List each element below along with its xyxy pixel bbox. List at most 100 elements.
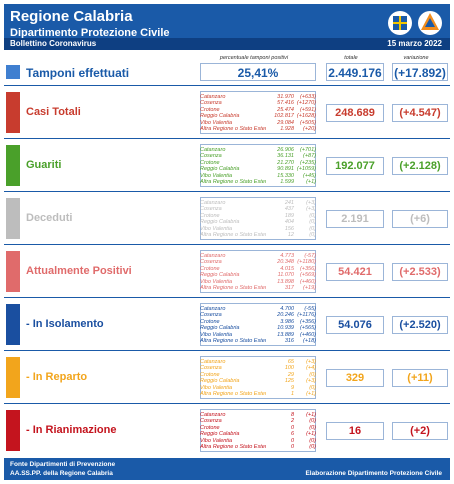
province-name: Reggio Calabria <box>200 325 240 332</box>
province-change: (0) <box>309 384 316 391</box>
province-change: (+1176) <box>297 312 316 319</box>
province-name: Crotone <box>200 212 220 219</box>
province-name: Altra Regione o Stato Estero <box>200 444 266 451</box>
province-value: 317 <box>284 285 294 292</box>
province-value: 20.348 <box>277 259 294 266</box>
bulletin-label: Bollettino Coronavirus <box>10 39 97 48</box>
province-name: Altra Regione o Stato Estero <box>200 285 266 292</box>
province-change: (+356) <box>299 265 316 272</box>
province-row: Catanzaro 26.906 (+701) <box>200 147 316 153</box>
province-change: (0) <box>309 371 316 378</box>
province-value: 2 <box>290 418 294 425</box>
province-row: Altra Regione o Stato Estero 1.928 (+20) <box>200 126 316 132</box>
province-row: Catanzaro 4.700 (-55) <box>200 306 316 312</box>
province-change: (+235) <box>299 159 316 166</box>
tamponi-variation-box <box>392 63 448 81</box>
province-name: Cosenza <box>200 259 222 266</box>
province-row: Cosenza 57.416 (+1270) <box>200 100 316 106</box>
province-change: (+1) <box>306 391 316 398</box>
province-value: 0 <box>290 424 294 431</box>
province-value: 437 <box>284 206 294 213</box>
province-row: Vibo Valentia 9 (0) <box>200 385 316 391</box>
in-rianimazione-detail-box <box>200 409 316 452</box>
province-name: Catanzaro <box>200 412 226 418</box>
province-name: Vibo Valentia <box>200 172 233 179</box>
province-row: Cosenza 100 (+4) <box>200 365 316 371</box>
deceduti-detail-box <box>200 197 316 240</box>
in-isolamento-swatch <box>6 304 20 345</box>
province-row: Crotone 0 (0) <box>200 425 316 431</box>
province-change: (+356) <box>299 318 316 325</box>
province-value: 15.330 <box>277 172 294 179</box>
province-change: (+20) <box>303 126 316 133</box>
footer-credit: Elaborazione Dipartimento Protezione Civ… <box>305 470 442 477</box>
casi-totali-variation-box <box>392 103 448 122</box>
province-name: Catanzaro <box>200 200 226 206</box>
province-row: Altra Regione o Stato Estero 12 (0) <box>200 232 316 238</box>
attualmente-positivi-province-list: Catanzaro 4.773 (-57) Cosenza 20.348 (+1180) C… <box>200 253 316 291</box>
in-reparto-total-box <box>326 368 384 387</box>
province-value: 31.970 <box>277 94 294 100</box>
in-reparto-variation-box <box>392 368 448 387</box>
province-name: Cosenza <box>200 206 222 213</box>
deceduti-variation: (+6) <box>410 212 430 225</box>
province-row: Vibo Valentia 156 (0) <box>200 226 316 232</box>
guariti-total: 192.077 <box>335 159 375 172</box>
province-row: Cosenza 2 (0) <box>200 418 316 424</box>
province-change: (+569) <box>299 272 316 279</box>
attualmente-positivi-total-box <box>326 262 384 281</box>
province-value: 0 <box>290 444 294 451</box>
in-reparto-total: 329 <box>345 371 365 384</box>
in-reparto-swatch <box>6 357 20 398</box>
deceduti-label: Deceduti <box>26 211 73 224</box>
casi-totali-label: Casi Totali <box>26 105 81 118</box>
province-name: Vibo Valentia <box>200 119 233 126</box>
tamponi-total: 2.449.176 <box>328 66 382 80</box>
province-name: Crotone <box>200 106 220 113</box>
column-header-percent: percentuale tamponi positivi <box>219 55 289 61</box>
tamponi-total-box <box>326 63 384 81</box>
regional-logos <box>388 11 442 35</box>
province-value: 11.070 <box>277 272 294 279</box>
in-reparto-section: - In Reparto Catanzaro 65 (+3) Cosenza 100 (+4… <box>4 350 450 403</box>
in-isolamento-variation-box <box>392 315 448 334</box>
attualmente-positivi-detail-box <box>200 250 316 293</box>
in-isolamento-variation: (+2.520) <box>399 318 441 331</box>
province-value: 29 <box>287 371 294 378</box>
casi-totali-total: 248.689 <box>335 106 375 119</box>
province-change: (0) <box>309 219 316 226</box>
tamponi-swatch <box>6 65 20 79</box>
province-row: Reggio Calabria 11.070 (+569) <box>200 272 316 278</box>
province-change: (+18) <box>303 338 316 345</box>
province-value: 404 <box>284 219 294 226</box>
province-name: Catanzaro <box>200 94 226 100</box>
in-rianimazione-swatch <box>6 410 20 451</box>
province-row: Cosenza 20.348 (+1180) <box>200 259 316 265</box>
attualmente-positivi-label: Attualmente Positivi <box>26 264 132 277</box>
province-change: (-55) <box>304 306 316 312</box>
province-row: Altra Regione o Stato Estero 1.599 (+1) <box>200 179 316 185</box>
in-reparto-label: - In Reparto <box>26 370 88 383</box>
in-rianimazione-total: 16 <box>348 424 362 437</box>
province-change: (+19) <box>303 285 316 292</box>
deceduti-variation-box <box>392 209 448 228</box>
province-name: Crotone <box>200 424 220 431</box>
province-value: 10.939 <box>277 325 294 332</box>
province-value: 3.986 <box>280 318 294 325</box>
province-row: Reggio Calabria 404 (0) <box>200 219 316 225</box>
province-name: Reggio Calabria <box>200 166 240 173</box>
province-value: 29.084 <box>277 119 294 126</box>
province-row: Catanzaro 4.773 (-57) <box>200 253 316 259</box>
province-value: 241 <box>284 200 294 206</box>
province-name: Catanzaro <box>200 306 226 312</box>
tamponi-percent: 25,41% <box>237 66 279 80</box>
province-row: Crotone 25.474 (+591) <box>200 107 316 113</box>
province-value: 100 <box>284 365 294 372</box>
province-change: (+1270) <box>296 100 316 107</box>
province-change: (+1) <box>306 179 316 186</box>
province-row: Vibo Valentia 15.330 (+45) <box>200 173 316 179</box>
province-value: 4.773 <box>280 253 294 259</box>
tamponi-variation: (+17.892) <box>394 66 446 80</box>
province-value: 4.015 <box>280 265 294 272</box>
province-value: 0 <box>290 437 294 444</box>
